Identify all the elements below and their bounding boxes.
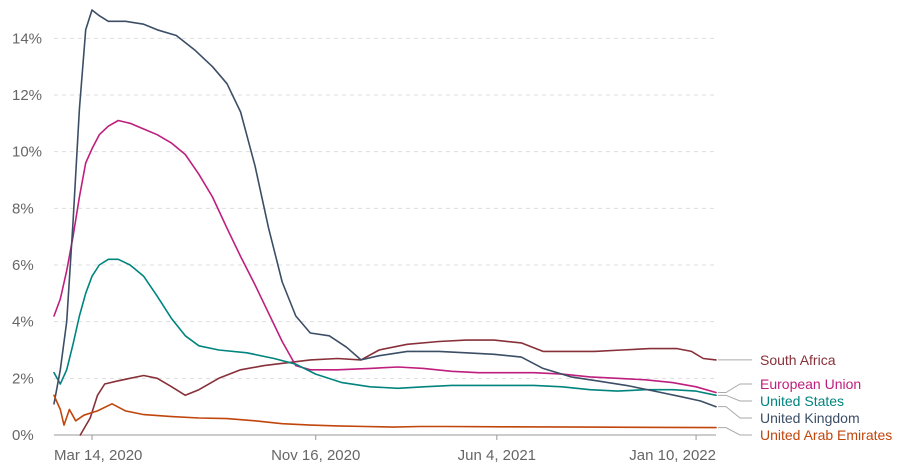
y-tick-label: 2% (12, 370, 34, 387)
legend-connector (718, 383, 752, 393)
x-axis: Mar 14, 2020 Nov 16, 2020 Jun 4, 2021 Jan 1… (54, 434, 716, 464)
legend-label: United Arab Emirates (760, 427, 892, 443)
legend-label: South Africa (760, 352, 836, 368)
legend-connector (718, 394, 752, 402)
y-tick-label: 0% (12, 427, 34, 444)
x-tick-label: Mar 14, 2020 (54, 447, 142, 464)
y-tick-label: 12% (12, 87, 42, 104)
y-tick-label: 8% (12, 200, 34, 217)
y-tick-label: 14% (12, 30, 42, 47)
series-line-united-kingdom (53, 9, 717, 408)
legend-label: United States (760, 393, 844, 409)
legend-connector (718, 427, 752, 436)
series-line-united-arab-emirates (53, 394, 717, 429)
y-tick-label: 10% (12, 144, 42, 161)
legend-connector (718, 406, 752, 419)
x-tick-label: Jan 10, 2022 (629, 447, 716, 464)
series-line-south-africa (79, 339, 717, 436)
series-line-european-union (53, 119, 717, 394)
grid (54, 37, 716, 379)
series-lines (53, 9, 717, 436)
y-tick-label: 4% (12, 314, 34, 331)
y-axis: 0% 2% 4% 6% 8% 10% 12% 14% (12, 30, 42, 444)
x-tick-label: Nov 16, 2020 (271, 447, 360, 464)
series-line-united-states (53, 258, 717, 397)
legend-label: European Union (760, 376, 861, 392)
legend-label: United Kingdom (760, 410, 860, 426)
x-tick-label: Jun 4, 2021 (458, 447, 536, 464)
y-tick-label: 6% (12, 257, 34, 274)
